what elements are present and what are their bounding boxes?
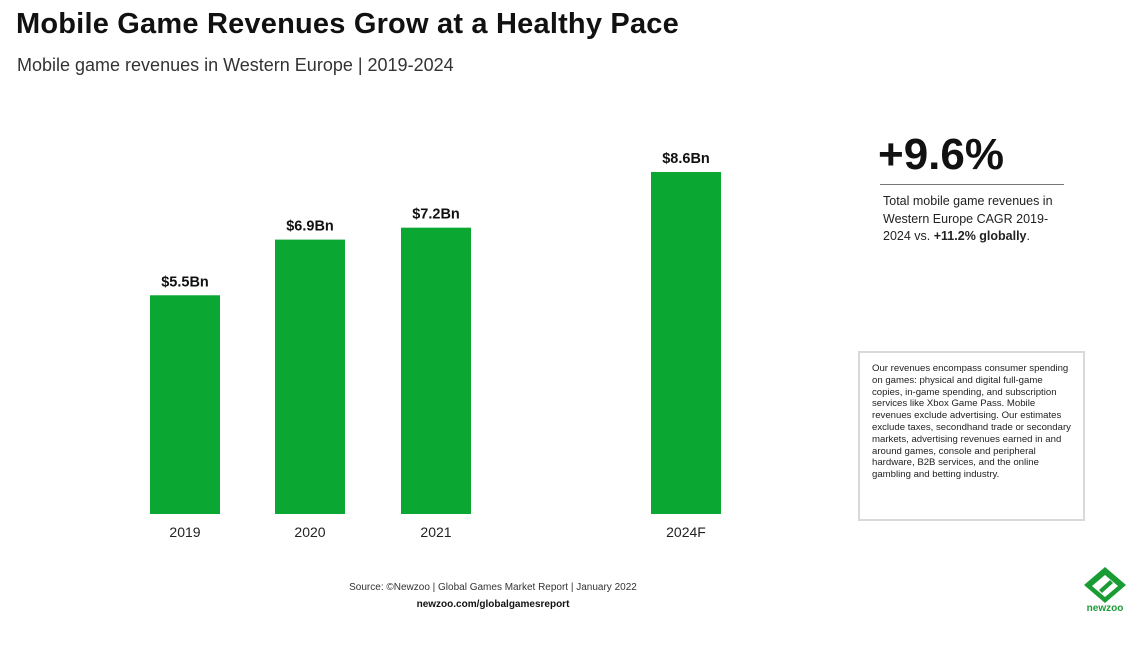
cagr-desc-suffix: . — [1026, 229, 1030, 243]
x-tick-2021: 2021 — [420, 524, 451, 540]
newzoo-logo-icon — [1084, 567, 1126, 603]
chart-subtitle: Mobile game revenues in Western Europe |… — [17, 55, 454, 75]
x-tick-2019: 2019 — [169, 524, 200, 540]
source-note: Source: ©Newzoo | Global Games Market Re… — [349, 582, 637, 593]
data-label-2019: $5.5Bn — [161, 274, 209, 290]
chart-title: Mobile Game Revenues Grow at a Healthy P… — [16, 8, 679, 40]
bar-2019 — [150, 295, 220, 514]
bar-chart: $5.5Bn 2019 $6.9Bn 2020 $7.2Bn 2021 $8.6Bn 2024… — [150, 151, 721, 540]
x-tick-2020: 2020 — [294, 524, 325, 540]
data-label-2024F: $8.6Bn — [662, 151, 710, 167]
bar-2020 — [275, 239, 345, 514]
stat-divider — [880, 184, 1064, 185]
global-cagr-highlight: +11.2% globally — [933, 229, 1027, 243]
bar-2024F — [651, 172, 721, 514]
cagr-value: +9.6% — [878, 130, 1004, 179]
data-label-2020: $6.9Bn — [286, 219, 334, 235]
source-url[interactable]: newzoo.com/globalgamesreport — [416, 599, 570, 610]
methodology-note: Our revenues encompass consumer spending… — [858, 351, 1085, 521]
bar-2021 — [401, 227, 471, 514]
newzoo-logo-text: newzoo — [1086, 603, 1124, 614]
cagr-description: Total mobile game revenues in Western Eu… — [883, 193, 1063, 246]
x-tick-2024F: 2024F — [666, 524, 706, 540]
data-label-2021: $7.2Bn — [412, 207, 460, 223]
cagr-desc-text: Total mobile game revenues in Western Eu… — [883, 194, 1053, 243]
